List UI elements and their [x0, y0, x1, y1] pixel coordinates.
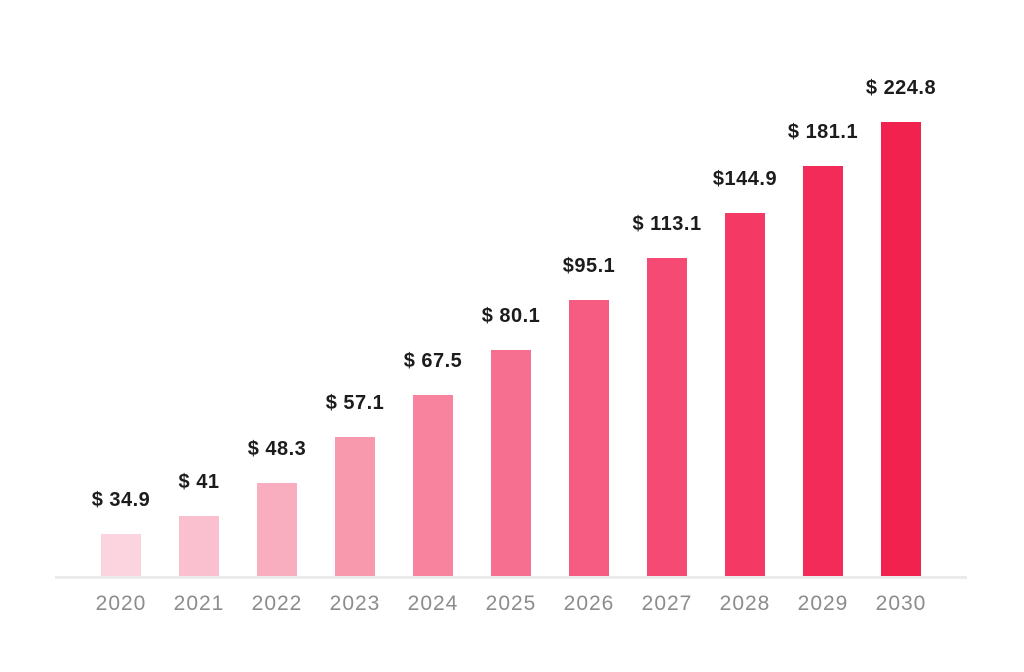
bars-row: $ 34.9 2020 $ 41 2021 $ 48.3 2022 $ 57.1… [92, 77, 936, 615]
x-axis-tick-label: 2020 [95, 592, 147, 615]
bar [569, 300, 609, 578]
x-axis-tick-label: 2027 [641, 592, 693, 615]
x-axis-line [55, 576, 967, 579]
bar-group: $ 113.1 2027 [632, 213, 701, 615]
bar-group: $ 41 2021 [174, 471, 224, 615]
bar-value-label: $ 80.1 [481, 305, 541, 327]
bar-value-label: $ 57.1 [325, 392, 385, 414]
x-axis-tick-label: 2022 [251, 592, 303, 615]
bar [491, 350, 531, 578]
bar-group: $ 224.8 2030 [866, 77, 936, 615]
bar-group: $ 67.5 2024 [404, 350, 462, 615]
bar [725, 213, 765, 578]
bar-chart: $ 34.9 2020 $ 41 2021 $ 48.3 2022 $ 57.1… [55, 0, 967, 672]
x-axis-tick-label: 2021 [173, 592, 225, 615]
bar-group: $ 57.1 2023 [326, 392, 384, 615]
bar [179, 516, 219, 578]
bar [413, 395, 453, 578]
bar-value-label: $ 224.8 [865, 77, 937, 99]
bar-group: $ 181.1 2029 [788, 121, 858, 615]
bar-value-label: $ 181.1 [787, 121, 859, 143]
x-axis-tick-label: 2025 [485, 592, 537, 615]
bar-value-label: $ 113.1 [632, 213, 702, 235]
x-axis-tick-label: 2028 [719, 592, 771, 615]
x-axis-tick-label: 2029 [797, 592, 849, 615]
bar-value-label: $144.9 [712, 168, 778, 190]
bar-group: $ 34.9 2020 [92, 489, 150, 615]
bar-value-label: $ 48.3 [247, 438, 307, 460]
bar-value-label: $ 41 [178, 471, 220, 493]
x-axis-tick-label: 2026 [563, 592, 615, 615]
bar-group: $ 80.1 2025 [482, 305, 540, 615]
bar [335, 437, 375, 578]
bar-value-label: $95.1 [562, 255, 616, 277]
bar-value-label: $ 67.5 [403, 350, 463, 372]
bar-value-label: $ 34.9 [91, 489, 151, 511]
x-axis-tick-label: 2023 [329, 592, 381, 615]
bar [257, 483, 297, 578]
bar [803, 166, 843, 578]
bar [881, 122, 921, 578]
bar-group: $95.1 2026 [563, 255, 615, 615]
x-axis-tick-label: 2030 [875, 592, 927, 615]
bar-group: $ 48.3 2022 [248, 438, 306, 615]
bar [647, 258, 687, 578]
bar [101, 534, 141, 578]
x-axis-tick-label: 2024 [407, 592, 459, 615]
bar-group: $144.9 2028 [713, 168, 777, 615]
